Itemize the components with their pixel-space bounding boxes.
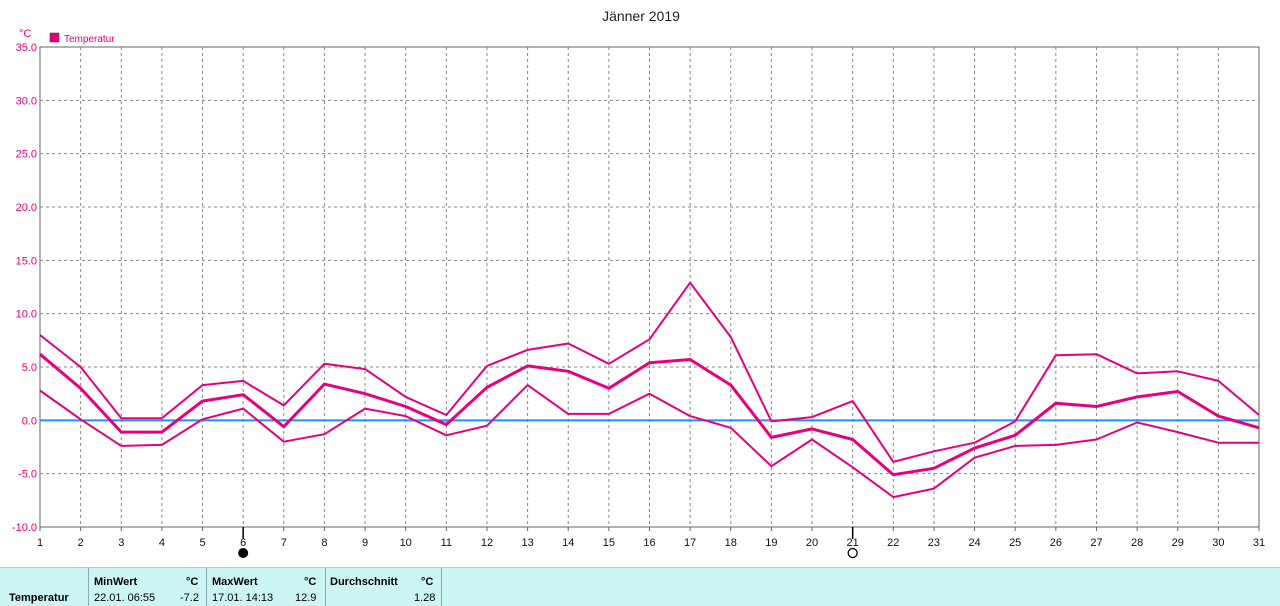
x-tick-label: 20 bbox=[806, 537, 818, 549]
series-line-avg bbox=[39, 353, 1260, 477]
x-tick-label: 22 bbox=[887, 537, 899, 549]
x-tick-label: 28 bbox=[1131, 537, 1143, 549]
min-date: 22.01. 06:55 bbox=[94, 592, 156, 604]
y-tick-label: 35.0 bbox=[16, 42, 37, 54]
x-tick-label: 6 bbox=[240, 537, 246, 549]
x-tick-label: 24 bbox=[968, 537, 980, 549]
x-tick-label: 3 bbox=[118, 537, 124, 549]
x-tick-label: 7 bbox=[281, 537, 287, 549]
legend-swatch bbox=[49, 32, 60, 43]
series-lines bbox=[39, 281, 1260, 499]
x-tick-label: 21 bbox=[847, 537, 859, 549]
chart-title: Jänner 2019 bbox=[602, 8, 680, 24]
min-unit: °C bbox=[186, 576, 199, 588]
full-moon-icon bbox=[847, 547, 858, 559]
x-tick-label: 9 bbox=[362, 537, 368, 549]
y-tick-label: 0.0 bbox=[22, 415, 37, 427]
y-tick-label: -10.0 bbox=[12, 522, 37, 534]
avg-label: Durchschnitt bbox=[330, 576, 398, 588]
x-tick-labels: 1 2 3 4 5 6 7 8 9 10 11 12 13 14 15 16 17 18 19 20 21 22 23 24 2… bbox=[37, 527, 1265, 549]
y-axis-unit: °C bbox=[19, 28, 31, 40]
stats-divider bbox=[206, 568, 207, 606]
y-tick-labels: 35.0 30.0 25.0 20.0 15.0 10.0 5.0 0.0 -5.0 -10.0 bbox=[12, 42, 37, 534]
y-tick-label: 30.0 bbox=[16, 95, 37, 107]
x-tick-label: 31 bbox=[1253, 537, 1265, 549]
x-tick-label: 29 bbox=[1172, 537, 1184, 549]
stats-divider bbox=[325, 568, 326, 606]
max-label: MaxWert bbox=[212, 576, 258, 588]
x-tick-label: 18 bbox=[725, 537, 737, 549]
y-tick-label: 15.0 bbox=[16, 255, 37, 267]
stats-divider bbox=[88, 568, 89, 606]
y-tick-label: 25.0 bbox=[16, 149, 37, 161]
x-tick-label: 30 bbox=[1212, 537, 1224, 549]
x-tick-label: 23 bbox=[928, 537, 940, 549]
min-value: -7.2 bbox=[180, 592, 199, 604]
new-moon-icon bbox=[238, 548, 249, 558]
avg-value: 1.28 bbox=[414, 592, 436, 604]
x-tick-label: 4 bbox=[159, 537, 165, 549]
series-line-max bbox=[39, 281, 1260, 463]
x-tick-label: 11 bbox=[441, 537, 452, 549]
min-label: MinWert bbox=[94, 576, 138, 588]
y-tick-label: 10.0 bbox=[16, 309, 37, 321]
avg-unit: °C bbox=[421, 576, 434, 588]
x-tick-label: 26 bbox=[1050, 537, 1062, 549]
y-tick-label: 20.0 bbox=[16, 202, 37, 214]
x-tick-label: 1 bbox=[37, 537, 43, 549]
x-tick-label: 2 bbox=[78, 537, 84, 549]
series-line-min bbox=[39, 384, 1259, 499]
x-tick-label: 8 bbox=[321, 537, 327, 549]
y-tick-label: 5.0 bbox=[22, 362, 37, 374]
max-unit: °C bbox=[304, 576, 317, 588]
x-tick-label: 10 bbox=[400, 537, 412, 549]
stats-row-label: Temperatur bbox=[9, 592, 69, 604]
x-tick-label: 14 bbox=[562, 537, 574, 549]
y-tick-label: -5.0 bbox=[18, 469, 37, 481]
moon-markers bbox=[238, 527, 858, 559]
x-tick-label: 17 bbox=[684, 537, 696, 549]
x-tick-label: 12 bbox=[481, 537, 493, 549]
x-tick-label: 13 bbox=[521, 537, 533, 549]
x-tick-label: 16 bbox=[643, 537, 655, 549]
x-tick-label: 27 bbox=[1090, 537, 1102, 549]
x-tick-label: 19 bbox=[765, 537, 777, 549]
x-tick-label: 5 bbox=[199, 537, 205, 549]
max-date: 17.01. 14:13 bbox=[212, 592, 274, 604]
stats-divider bbox=[441, 568, 442, 606]
max-value: 12.9 bbox=[295, 592, 317, 604]
x-tick-label: 15 bbox=[603, 537, 615, 549]
x-tick-label: 25 bbox=[1009, 537, 1021, 549]
temperature-chart: Jänner 2019 °C Temperatur 35.030.025.020… bbox=[12, 8, 1265, 559]
grid-lines bbox=[40, 47, 1259, 527]
stats-bar: Temperatur MinWert °C 22.01. 06:55 -7.2 … bbox=[0, 567, 1280, 606]
legend-label: Temperatur bbox=[64, 34, 115, 45]
